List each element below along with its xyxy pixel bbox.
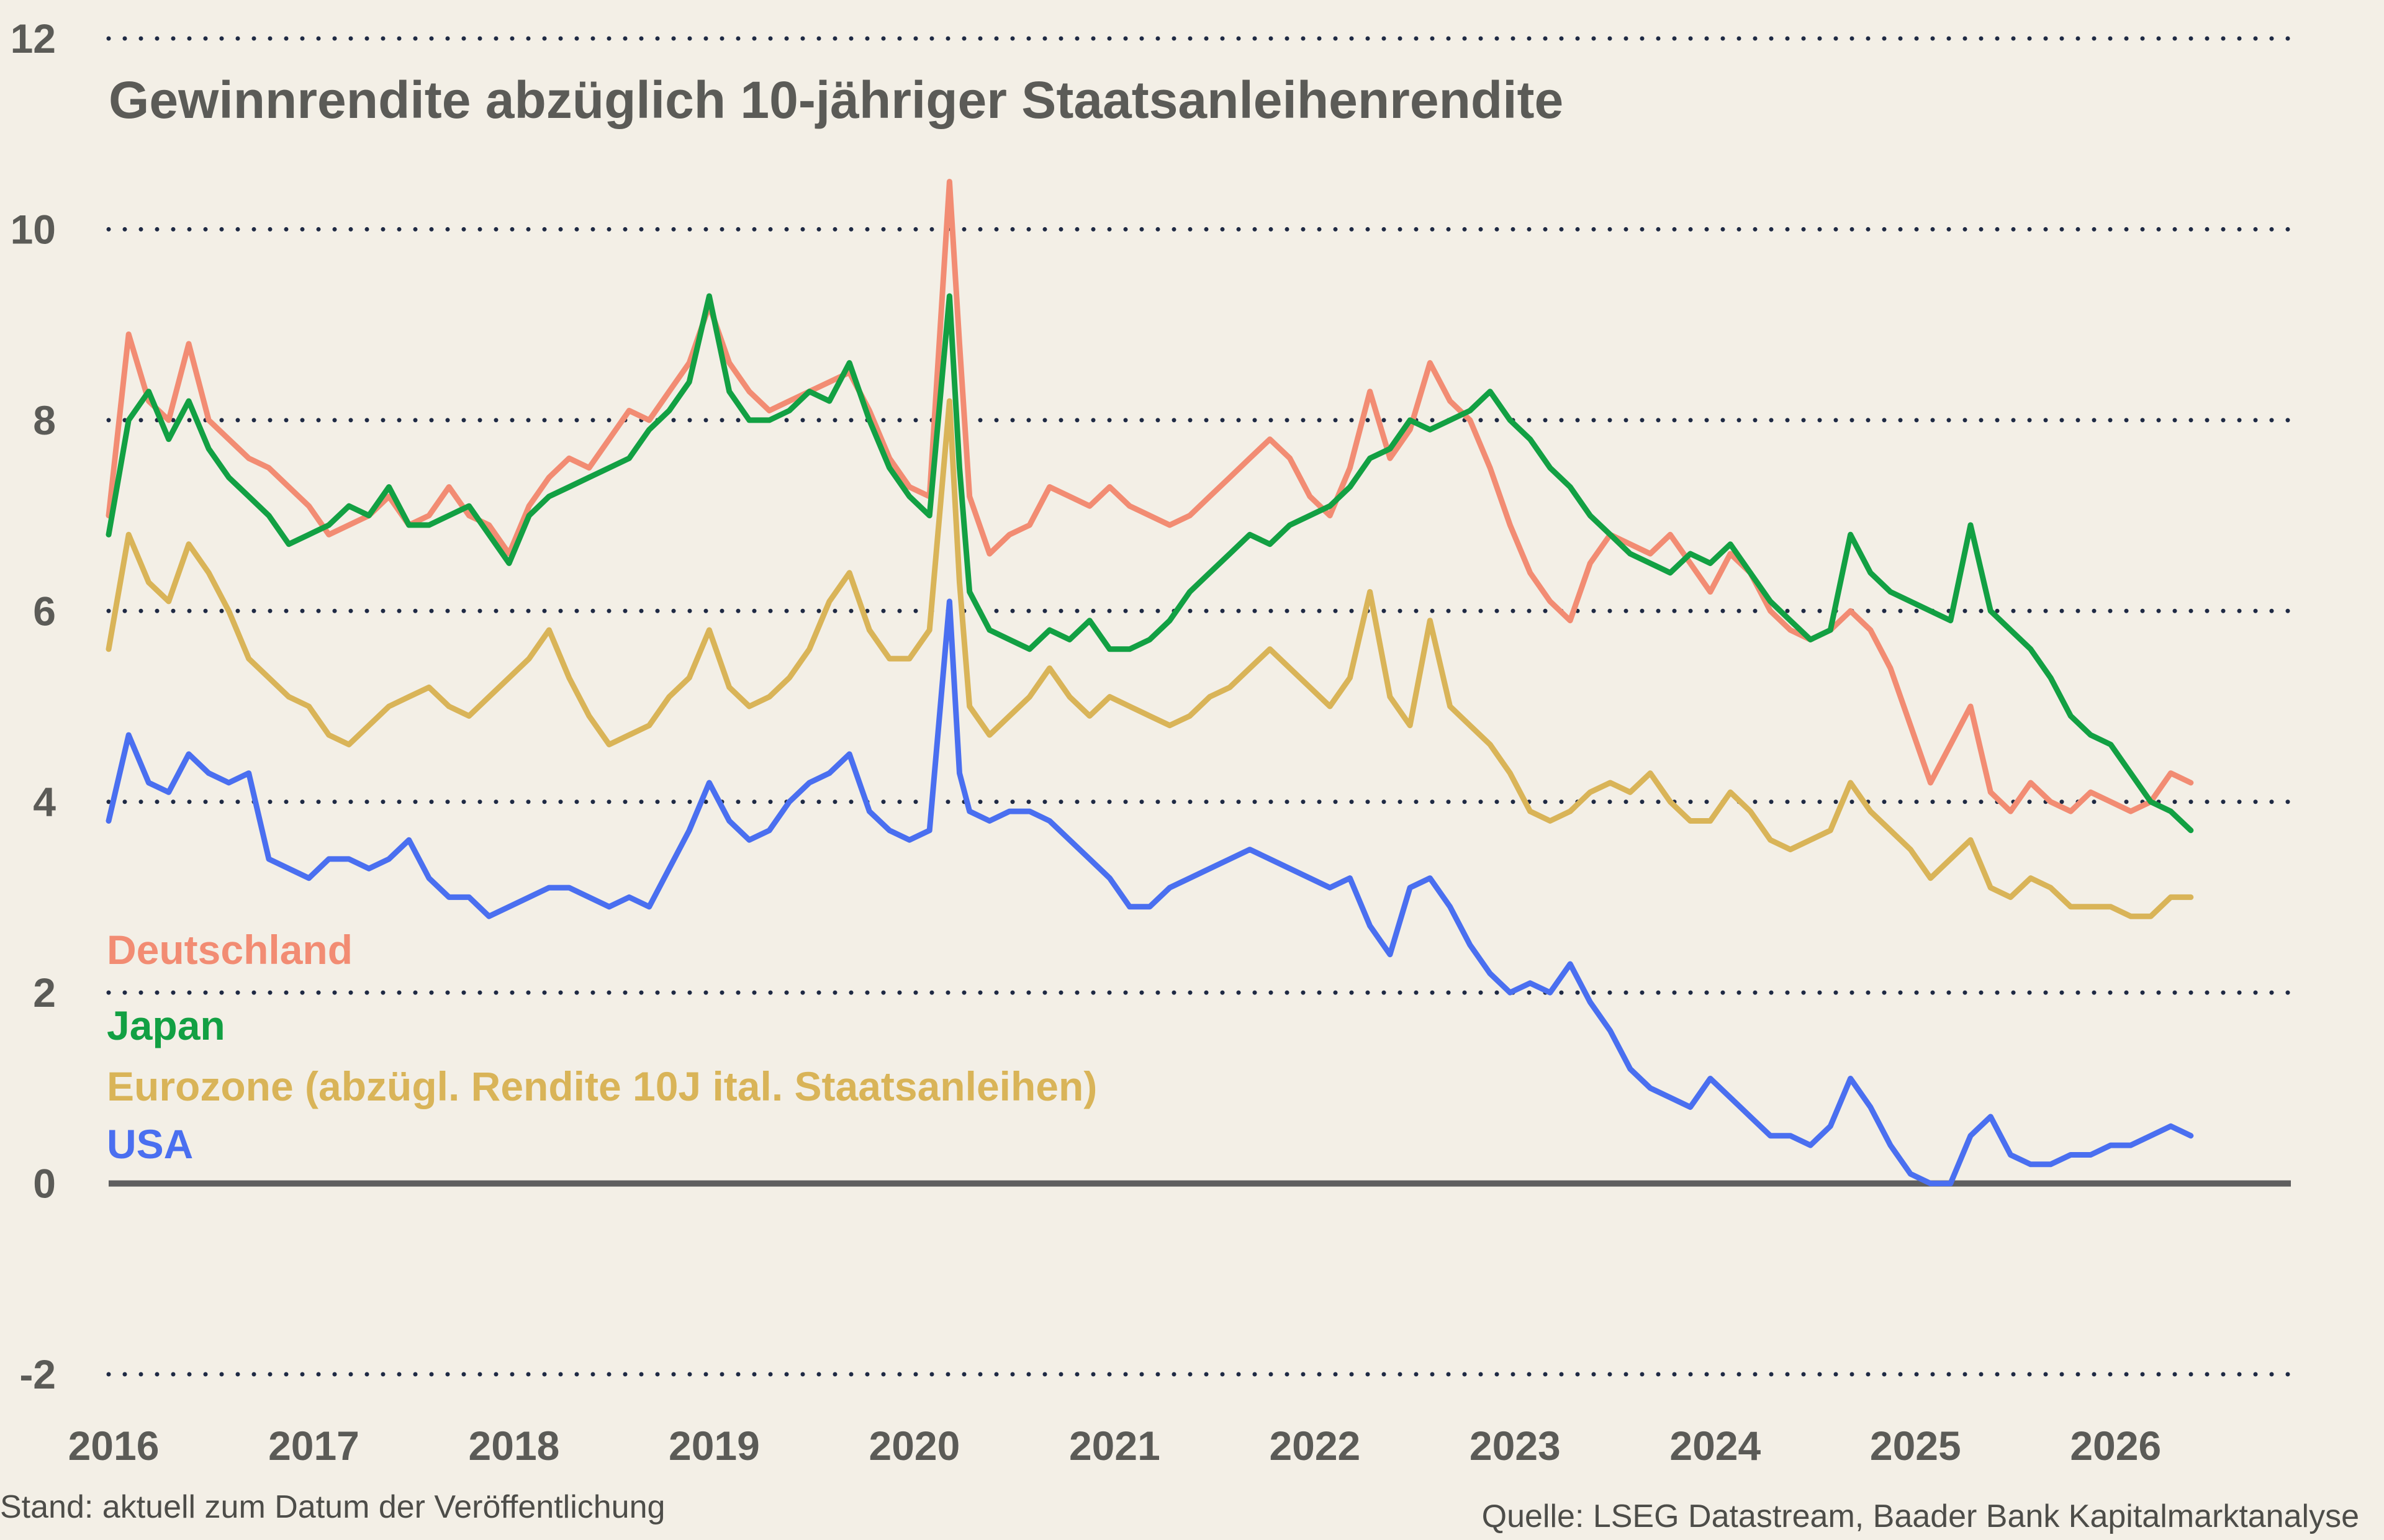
x-tick-label: 2025 — [1870, 1423, 1961, 1469]
legend-label-japan: Japan — [107, 1002, 225, 1048]
y-axis-tick-labels: -2 0 2 4 6 8 10 12 — [11, 16, 56, 1397]
series-line-deutschland — [106, 179, 2194, 814]
footer-stand: Stand: aktuell zum Datum der Veröffentli… — [0, 1489, 665, 1525]
y-tick-label: 12 — [11, 16, 56, 61]
y-tick-label: 8 — [33, 397, 56, 443]
x-tick-label: 2024 — [1669, 1423, 1761, 1469]
y-tick-label: 2 — [33, 970, 56, 1015]
legend-label-usa: USA — [107, 1121, 193, 1167]
chart-title: Gewinnrendite abzüglich 10-jähriger Staa… — [109, 71, 1563, 129]
x-tick-label: 2019 — [669, 1423, 760, 1469]
y-tick-label: 0 — [33, 1161, 56, 1207]
x-tick-label: 2020 — [869, 1423, 960, 1469]
x-tick-label: 2016 — [68, 1423, 160, 1469]
x-tick-label: 2021 — [1069, 1423, 1160, 1469]
y-tick-label: -2 — [19, 1351, 56, 1397]
y-tick-label: 6 — [33, 588, 56, 634]
x-tick-label: 2026 — [2070, 1423, 2161, 1469]
series-lines — [106, 179, 2194, 1187]
series-line-usa — [106, 598, 2194, 1187]
legend-label-deutschland: Deutschland — [107, 927, 353, 973]
y-tick-label: 10 — [11, 206, 56, 252]
legend: Deutschland Japan Eurozone (abzügl. Rend… — [107, 927, 1097, 1167]
x-tick-label: 2022 — [1269, 1423, 1360, 1469]
x-axis-tick-labels: 2016 2017 2018 2019 2020 2021 2022 2023 2024 2025… — [68, 1423, 2162, 1469]
x-tick-label: 2017 — [268, 1423, 359, 1469]
y-tick-label: 4 — [33, 779, 56, 825]
x-tick-label: 2023 — [1470, 1423, 1561, 1469]
series-line-eurozone — [106, 398, 2194, 919]
series-line-japan — [106, 293, 2194, 834]
legend-label-eurozone: Eurozone (abzügl. Rendite 10J ital. Staa… — [107, 1063, 1097, 1109]
footer-source: Quelle: LSEG Datastream, Baader Bank Kap… — [1482, 1498, 2359, 1534]
x-tick-label: 2018 — [469, 1423, 560, 1469]
